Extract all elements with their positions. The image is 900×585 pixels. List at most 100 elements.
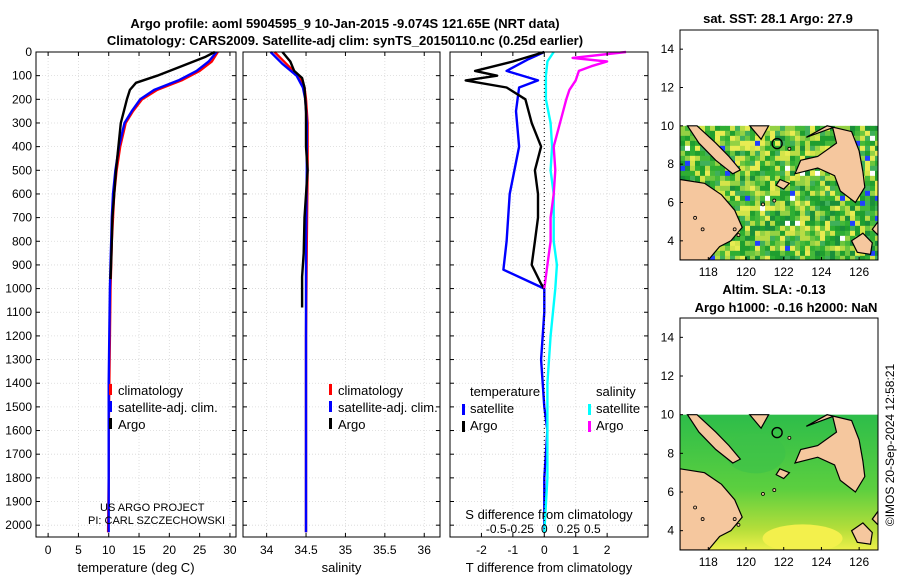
- sst-cell: [765, 180, 771, 187]
- sst-cell: [825, 250, 831, 257]
- sst-cell: [805, 130, 811, 137]
- sst-cell: [835, 185, 841, 192]
- sst-cell: [790, 155, 796, 162]
- sst-cell: [795, 180, 801, 187]
- land-polygon: [850, 232, 873, 255]
- sst-cell: [705, 155, 711, 162]
- sst-cell: [820, 190, 826, 197]
- series-line-argo: [281, 51, 309, 308]
- sst-cell: [680, 165, 686, 172]
- sst-cell: [725, 180, 731, 187]
- sst-cell: [815, 240, 821, 247]
- sst-cell: [685, 175, 691, 182]
- sst-cell: [860, 255, 866, 260]
- sst-cell: [810, 150, 816, 157]
- sst-cell: [740, 135, 746, 142]
- x-axis-label: T difference from climatology: [466, 560, 633, 575]
- sst-cell: [740, 125, 746, 132]
- sst-cell: [795, 225, 801, 232]
- sst-cell: [830, 215, 836, 222]
- sst-cell: [860, 225, 866, 232]
- sst-cell: [815, 255, 821, 260]
- legend-swatch: [588, 404, 591, 415]
- project-note-line1: US ARGO PROJECT: [100, 502, 205, 514]
- sst-cell: [860, 145, 866, 152]
- figure-title-line2: Climatology: CARS2009. Satellite-adj cli…: [107, 33, 583, 48]
- sst-cell: [730, 240, 736, 247]
- y-tick-label: 900: [12, 258, 32, 272]
- x-axis-label: temperature (deg C): [77, 560, 194, 575]
- sst-cell: [775, 185, 781, 192]
- sst-cell: [705, 125, 711, 132]
- sst-cell: [870, 185, 876, 192]
- sst-cell: [695, 155, 701, 162]
- sst-cell: [820, 255, 826, 260]
- sst-cell: [740, 170, 746, 177]
- y-tick-label: 700: [12, 211, 32, 225]
- sst-cell: [700, 125, 706, 132]
- sst-cell: [790, 225, 796, 232]
- sst-cell: [805, 185, 811, 192]
- sst-cell: [750, 175, 756, 182]
- sst-cell: [875, 160, 878, 167]
- sst-cell: [800, 215, 806, 222]
- sst-cell: [735, 140, 741, 147]
- island: [732, 227, 737, 232]
- sst-cell: [845, 210, 851, 217]
- sst-cell: [700, 165, 706, 172]
- x-tick-label: 36: [418, 543, 432, 557]
- sst-cell: [720, 185, 726, 192]
- series-line-t-satellite: [502, 50, 549, 533]
- sst-cell: [795, 145, 801, 152]
- sst-cell: [745, 140, 751, 147]
- sst-cell: [870, 190, 876, 197]
- sst-cell: [825, 145, 831, 152]
- y-tick-label: 12: [661, 81, 675, 95]
- sst-cell: [710, 165, 716, 172]
- sst-cell: [740, 155, 746, 162]
- sst-cell: [760, 195, 766, 202]
- sst-cell: [780, 170, 786, 177]
- sst-cell: [820, 210, 826, 217]
- sst-cell: [770, 175, 776, 182]
- sst-cell: [740, 185, 746, 192]
- legend-label: satellite: [470, 401, 514, 416]
- sst-cell: [755, 190, 761, 197]
- sst-cell: [830, 225, 836, 232]
- sst-cell: [755, 140, 761, 147]
- sst-cell: [755, 160, 761, 167]
- sst-cell: [860, 140, 866, 147]
- y-tick-label: 500: [12, 163, 32, 177]
- sst-cell: [755, 210, 761, 217]
- sst-cell: [780, 230, 786, 237]
- sst-cell: [715, 250, 721, 257]
- sst-cell: [810, 140, 816, 147]
- sst-cell: [850, 225, 856, 232]
- sst-cell: [770, 200, 776, 207]
- sst-cell: [835, 240, 841, 247]
- sst-cell: [815, 225, 821, 232]
- sst-cell: [720, 255, 726, 260]
- sst-cell: [815, 205, 821, 212]
- sst-cell: [850, 125, 856, 132]
- sst-cell: [765, 155, 771, 162]
- sst-cell: [815, 195, 821, 202]
- sst-cell: [820, 230, 826, 237]
- sst-cell: [790, 160, 796, 167]
- x-tick-label: 10: [102, 543, 116, 557]
- sst-cell: [790, 200, 796, 207]
- sst-cell: [805, 250, 811, 257]
- sst-cell: [855, 215, 861, 222]
- sst-cell: [835, 205, 841, 212]
- sst-cell: [865, 165, 871, 172]
- sst-cell: [840, 210, 846, 217]
- sst-cell: [875, 150, 878, 157]
- sst-cell: [800, 250, 806, 257]
- sst-cell: [875, 170, 878, 177]
- sst-cell: [790, 125, 796, 132]
- y-tick-label: 600: [12, 187, 32, 201]
- sst-cell: [790, 195, 796, 202]
- sst-cell: [785, 235, 791, 242]
- sst-cell: [785, 240, 791, 247]
- axes-frame: [242, 51, 441, 538]
